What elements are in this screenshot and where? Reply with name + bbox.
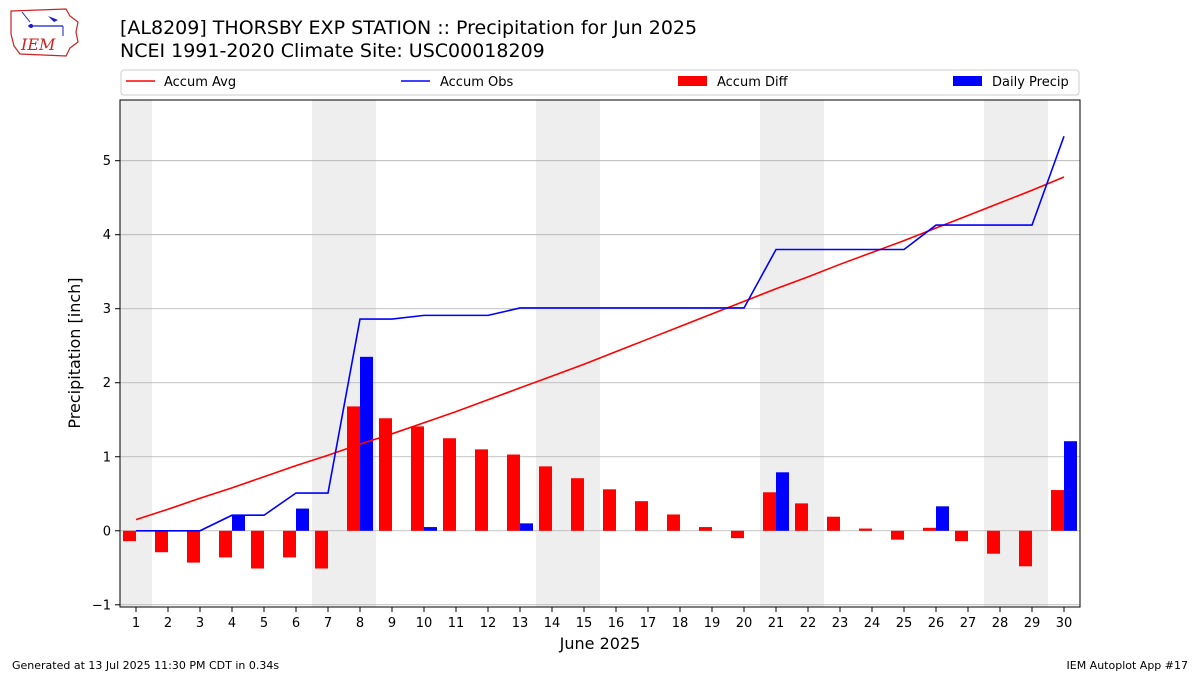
accum-diff-bar-12 (475, 449, 488, 531)
accum-diff-bar-9 (379, 418, 392, 531)
logo-text: IEM (20, 35, 56, 54)
accum-diff-bar-28 (987, 530, 1000, 554)
x-axis-label: June 2025 (559, 634, 641, 653)
x-tick-label-5: 5 (260, 616, 268, 631)
accum-diff-bar-24 (859, 528, 872, 531)
y-tick-label--1: −1 (92, 598, 111, 613)
y-tick-label-1: 1 (103, 450, 111, 465)
accum-diff-bar-7 (315, 530, 328, 569)
daily-precip-bar-13 (520, 523, 533, 531)
generated-timestamp: Generated at 13 Jul 2025 11:30 PM CDT in… (12, 659, 280, 672)
app-credit: IEM Autoplot App #17 (1066, 659, 1189, 672)
x-tick-label-27: 27 (960, 616, 977, 631)
accum-diff-bar-21 (763, 492, 776, 531)
legend-label-accum-avg: Accum Avg (164, 75, 236, 90)
plot-frame (119, 99, 1081, 608)
accum-diff-bar-14 (539, 466, 552, 531)
accum-diff-bar-8 (347, 406, 360, 531)
chart-title: [AL8209] THORSBY EXP STATION :: Precipit… (120, 17, 698, 39)
weekend-band-1 (120, 100, 152, 607)
accum-diff-bar-11 (443, 438, 456, 531)
weekend-band-29 (1016, 100, 1048, 607)
accum-diff-bar-10 (411, 426, 424, 531)
legend-box (120, 69, 1080, 96)
accum-diff-bar-6 (283, 530, 296, 558)
accum-diff-bar-27 (955, 530, 968, 542)
legend-label-daily-precip: Daily Precip (992, 75, 1069, 90)
accum-diff-bar-26 (923, 527, 936, 531)
x-tick-label-13: 13 (512, 616, 529, 631)
accum-diff-bar-13 (507, 454, 520, 531)
x-tick-label-26: 26 (928, 616, 945, 631)
accum-diff-bar-5 (251, 530, 264, 569)
legend-label-accum-diff: Accum Diff (717, 75, 789, 90)
x-tick-label-18: 18 (672, 616, 689, 631)
accum-diff-bar-16 (603, 489, 616, 531)
legend: Accum Avg Accum Obs Accum Diff Daily Pre… (120, 69, 1080, 96)
daily-precip-bar-26 (936, 506, 949, 531)
x-tick-label-15: 15 (576, 616, 593, 631)
iem-logo: IEM (8, 6, 80, 58)
x-tick-label-3: 3 (196, 616, 204, 631)
x-tick-label-12: 12 (480, 616, 497, 631)
accum-diff-bar-18 (667, 514, 680, 531)
daily-precip-bar-8 (360, 356, 373, 531)
daily-precip-bar-10 (424, 527, 437, 531)
accum-diff-bar-25 (891, 530, 904, 540)
x-tick-label-9: 9 (388, 616, 396, 631)
accum-diff-bar-30 (1051, 490, 1064, 531)
weekend-band-28 (984, 100, 1016, 607)
x-tick-label-28: 28 (992, 616, 1009, 631)
y-tick-label-0: 0 (103, 524, 111, 539)
x-tick-label-17: 17 (640, 616, 657, 631)
x-tick-label-24: 24 (864, 616, 881, 631)
x-tick-label-1: 1 (132, 616, 140, 631)
y-axis-label: Precipitation [inch] (65, 277, 84, 428)
y-tick-label-3: 3 (103, 302, 111, 317)
accum-obs-line (136, 135, 1065, 532)
x-tick-label-25: 25 (896, 616, 913, 631)
accum-diff-bar-29 (1019, 530, 1032, 567)
accum-diff-bar-19 (699, 527, 712, 531)
daily-precip-bar-6 (296, 508, 309, 531)
x-tick-label-14: 14 (544, 616, 561, 631)
accum-diff-bar-23 (827, 516, 840, 531)
daily-precip-bar-21 (776, 472, 789, 531)
accum-diff-bar-17 (635, 501, 648, 531)
x-tick-label-8: 8 (356, 616, 364, 631)
x-tick-label-2: 2 (164, 616, 172, 631)
accum-diff-bar-4 (219, 530, 232, 558)
daily-precip-bar-30 (1064, 441, 1077, 531)
x-tick-label-4: 4 (228, 616, 236, 631)
accum-diff-bar-22 (795, 503, 808, 531)
x-tick-label-30: 30 (1056, 616, 1073, 631)
legend-swatch-daily-precip (953, 76, 982, 86)
accum-diff-bar-3 (187, 530, 200, 563)
daily-precip-bar-4 (232, 515, 245, 531)
x-tick-label-22: 22 (800, 616, 817, 631)
y-tick-label-5: 5 (103, 154, 111, 169)
x-tick-label-21: 21 (768, 616, 785, 631)
accum-diff-bar-1 (123, 530, 136, 542)
x-tick-label-29: 29 (1024, 616, 1041, 631)
x-tick-label-6: 6 (292, 616, 300, 631)
accum-avg-line (135, 176, 1065, 521)
chart-subtitle: NCEI 1991-2020 Climate Site: USC00018209 (120, 40, 545, 62)
legend-label-accum-obs: Accum Obs (440, 75, 513, 90)
y-tick-label-2: 2 (103, 376, 111, 391)
x-tick-label-20: 20 (736, 616, 753, 631)
x-tick-label-7: 7 (324, 616, 332, 631)
x-tick-label-19: 19 (704, 616, 721, 631)
x-tick-label-11: 11 (448, 616, 465, 631)
x-tick-label-10: 10 (416, 616, 433, 631)
weekend-band-7 (312, 100, 344, 607)
legend-swatch-accum-diff (678, 76, 707, 86)
x-tick-label-23: 23 (832, 616, 849, 631)
y-tick-label-4: 4 (103, 228, 111, 243)
accum-diff-bar-20 (731, 530, 744, 539)
accum-diff-bar-2 (155, 530, 168, 553)
x-tick-label-16: 16 (608, 616, 625, 631)
accum-diff-bar-15 (571, 478, 584, 531)
